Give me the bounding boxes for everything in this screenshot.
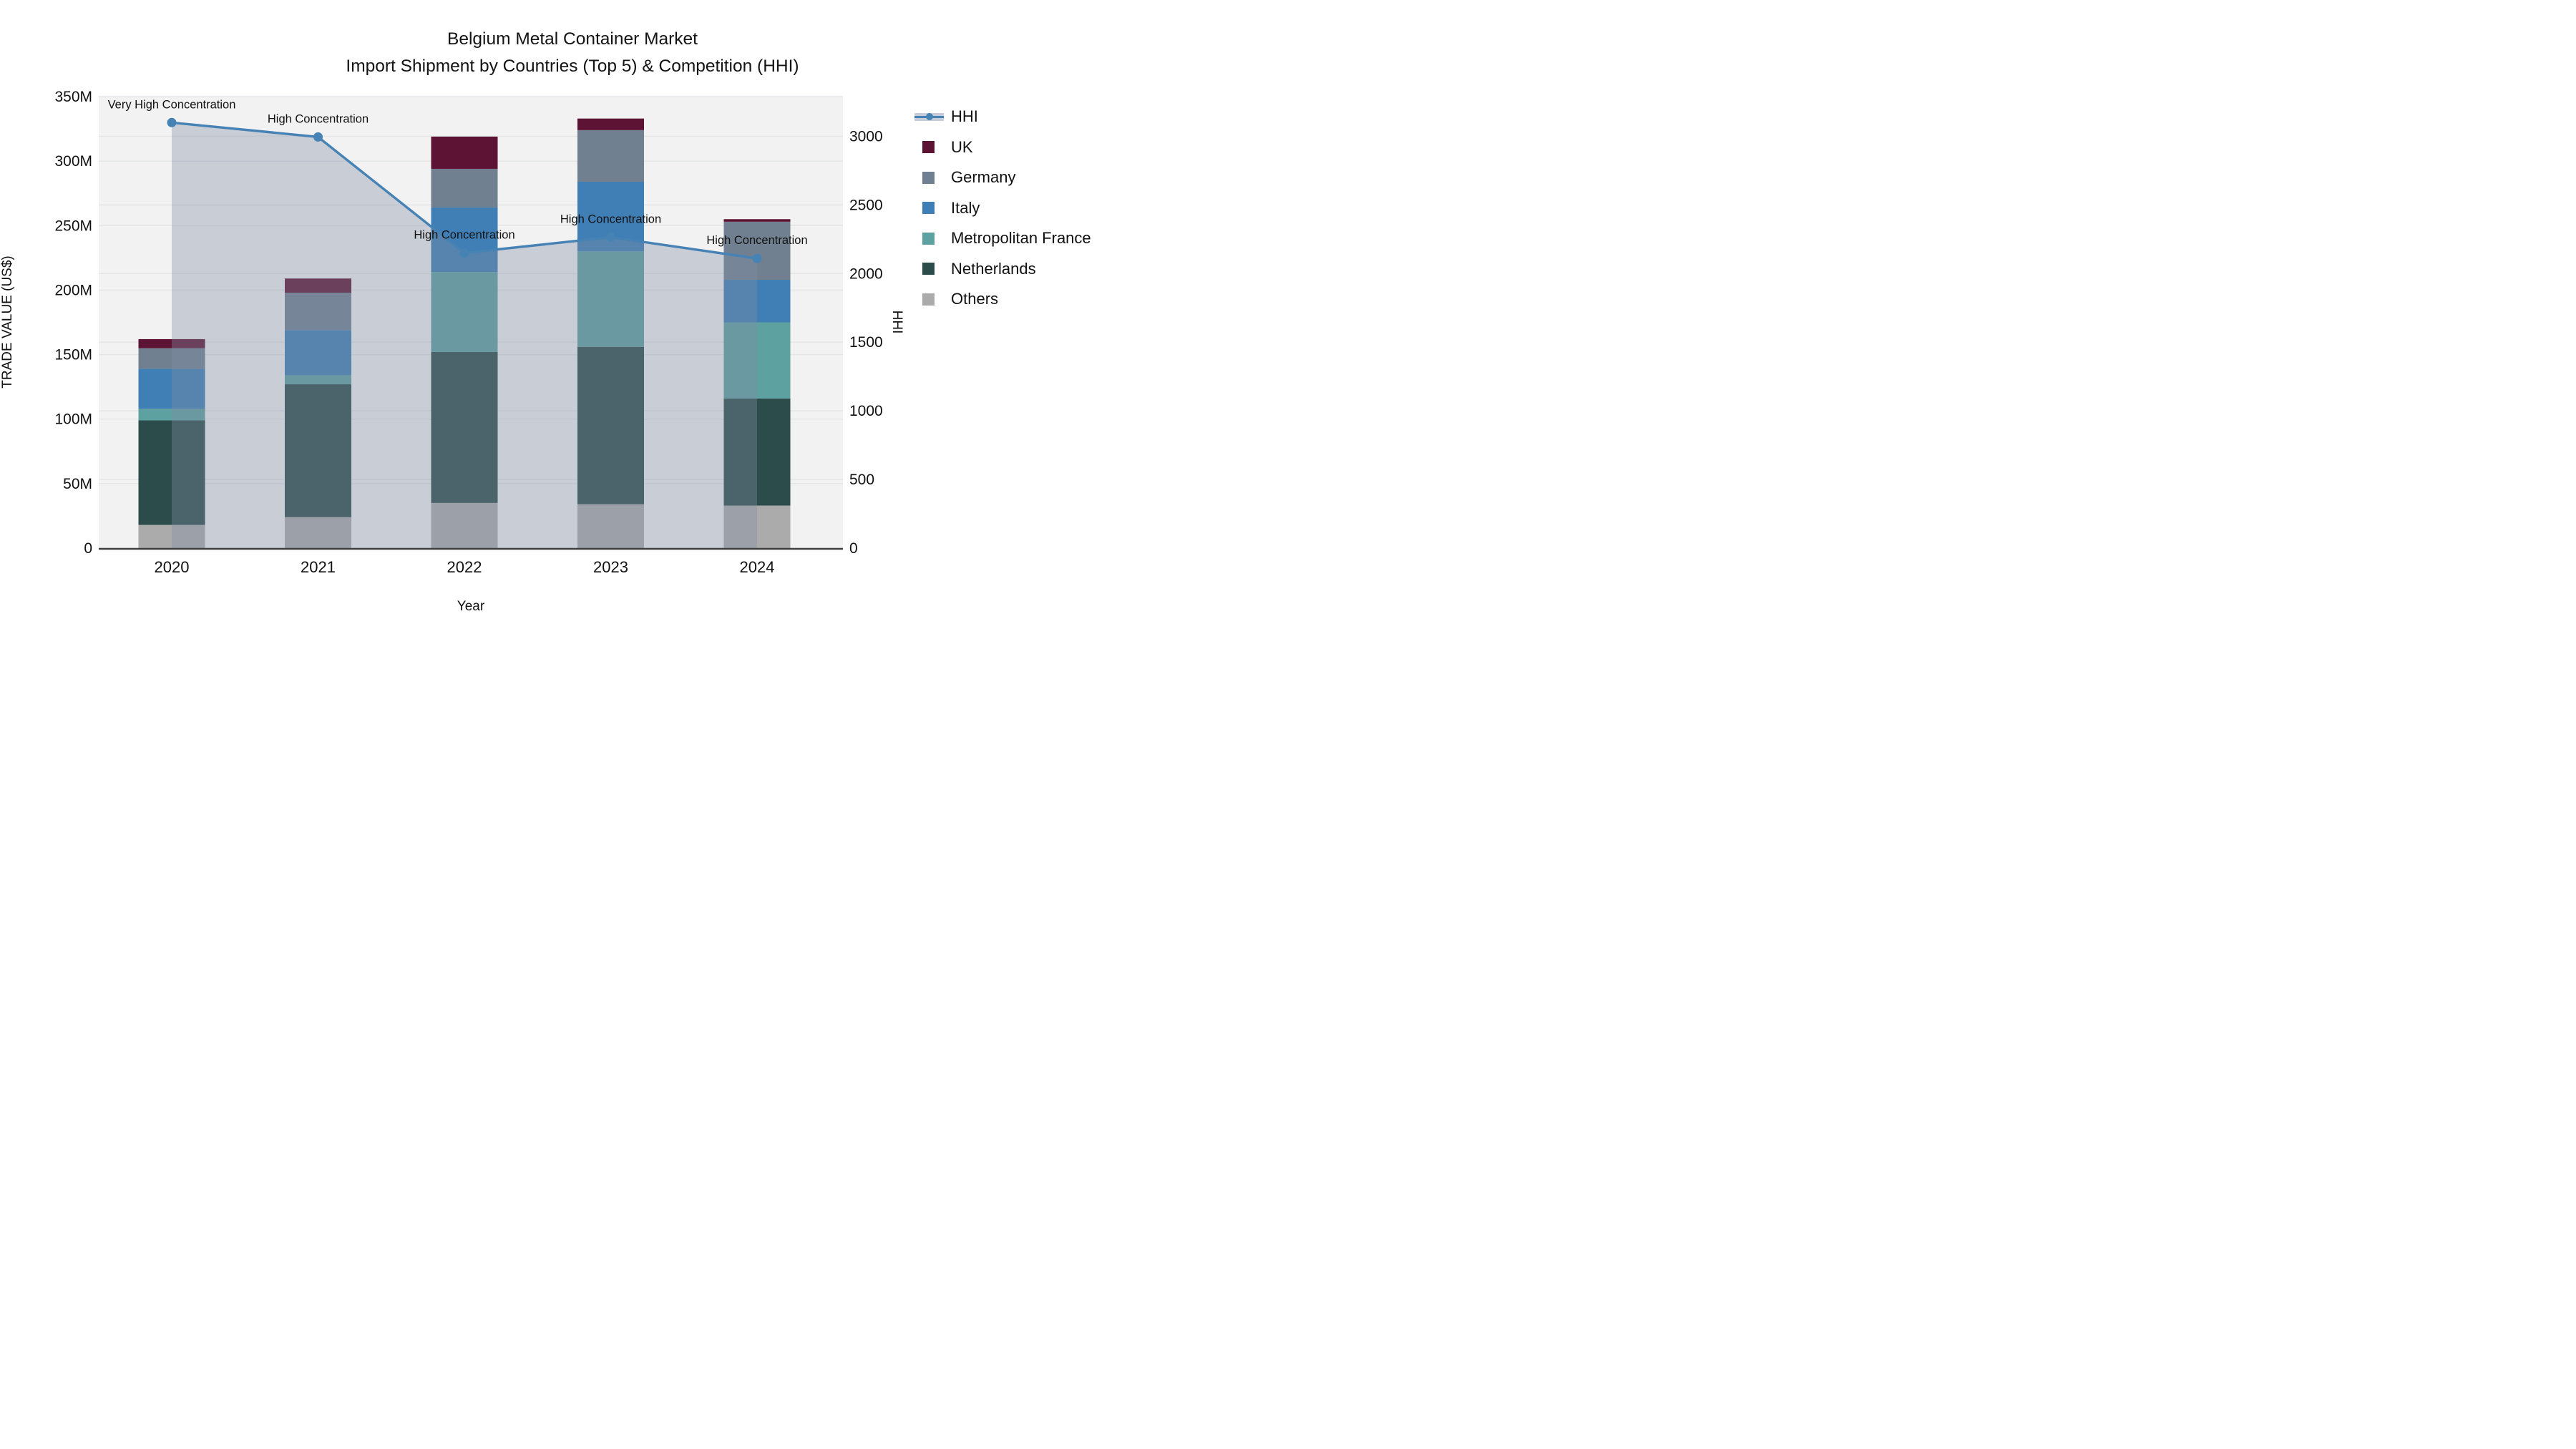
bar-segment-2024-netherlands[interactable]	[723, 398, 791, 506]
hhi-area-fill	[172, 122, 757, 549]
legend-item-hhi[interactable]: HHI	[914, 102, 1091, 132]
bar-segment-2023-netherlands[interactable]	[577, 346, 644, 504]
legend-item-netherlands[interactable]: Netherlands	[914, 254, 1091, 285]
bar-segment-2020-uk[interactable]	[138, 338, 205, 348]
bar-segment-2020-netherlands[interactable]	[138, 420, 205, 525]
bar-segment-2024-italy[interactable]	[723, 280, 791, 323]
legend-label: Germany	[951, 168, 1016, 187]
y-right-tick-2500: 2500	[849, 197, 883, 213]
bar-segment-2020-italy[interactable]	[138, 369, 205, 409]
chart-title-line1: Belgium Metal Container Market	[447, 29, 698, 49]
y-right-tick-0: 0	[849, 540, 858, 557]
x-tick-2021: 2021	[301, 558, 336, 576]
legend-item-germany[interactable]: Germany	[914, 162, 1091, 193]
y-left-tick-250M: 250M	[54, 218, 92, 234]
legend-item-others[interactable]: Others	[914, 284, 1091, 315]
germany-swatch-icon	[914, 171, 944, 184]
y-right-axis-title: HHI	[889, 311, 904, 334]
bar-segment-2022-uk[interactable]	[431, 136, 498, 169]
y-right-tick-500: 500	[849, 472, 874, 488]
bar-segment-2023-uk[interactable]	[577, 118, 644, 130]
plot-svg: Very High Concentration High Concentratio…	[0, 89, 904, 614]
bar-segment-2021-others[interactable]	[285, 517, 351, 548]
bar-segment-2021-germany[interactable]	[285, 293, 351, 331]
legend-item-metropolitan-france[interactable]: Metropolitan France	[914, 223, 1091, 254]
bar-segment-2022-metropolitan-france[interactable]	[431, 272, 498, 352]
chart-title: Belgium Metal Container Market Import Sh…	[0, 26, 1145, 80]
legend-item-italy[interactable]: Italy	[914, 193, 1091, 224]
legend-label: UK	[951, 137, 973, 156]
x-tick-2023: 2023	[593, 558, 628, 576]
annotation-2023: High Concentration	[560, 213, 661, 226]
hhi-marker-2023[interactable]	[606, 233, 615, 242]
italy-swatch-icon	[914, 202, 944, 215]
bar-segment-2024-uk[interactable]	[723, 219, 791, 222]
y-left-tick-100M: 100M	[54, 411, 92, 428]
bar-segment-2021-uk[interactable]	[285, 278, 351, 293]
bar-segment-2020-germany[interactable]	[138, 348, 205, 369]
chart-figure: Belgium Metal Container Market Import Sh…	[0, 0, 1145, 644]
legend-label: Netherlands	[951, 259, 1036, 278]
legend-label: Metropolitan France	[951, 229, 1091, 248]
x-tick-2022: 2022	[447, 558, 482, 576]
y-right-tick-2000: 2000	[849, 265, 883, 282]
y-right-tick-1500: 1500	[849, 334, 883, 351]
y-left-tick-150M: 150M	[54, 347, 92, 364]
bar-segment-2024-metropolitan-france[interactable]	[723, 322, 791, 399]
bar-segment-2021-metropolitan-france[interactable]	[285, 375, 351, 385]
y-left-tick-50M: 50M	[63, 476, 92, 492]
bar-segment-2022-others[interactable]	[431, 502, 498, 548]
annotation-2021: High Concentration	[268, 112, 369, 125]
annotation-2024: High Concentration	[706, 234, 807, 247]
y-left-axis-title: TRADE VALUE (US$)	[0, 255, 15, 388]
y-right-tick-3000: 3000	[849, 128, 883, 145]
x-tick-2024: 2024	[740, 558, 775, 576]
hhi-marker-2022[interactable]	[459, 248, 469, 258]
bar-segment-2023-germany[interactable]	[577, 130, 644, 182]
legend-label: HHI	[951, 107, 978, 126]
legend-item-uk[interactable]: UK	[914, 132, 1091, 163]
annotation-2020: Very High Concentration	[108, 98, 236, 111]
bar-segment-2022-netherlands[interactable]	[431, 351, 498, 503]
annotation-2022: High Concentration	[414, 229, 514, 242]
y-left-tick-200M: 200M	[54, 282, 92, 298]
bar-segment-2021-netherlands[interactable]	[285, 384, 351, 517]
hhi-marker-2021[interactable]	[313, 132, 323, 142]
y-left-tick-300M: 300M	[54, 153, 92, 170]
hhi-marker-2020[interactable]	[167, 117, 177, 127]
bar-segment-2022-italy[interactable]	[431, 208, 498, 273]
legend: HHI UK Germany Italy Metropolitan France Neth…	[914, 102, 1091, 315]
hhi-marker-2024[interactable]	[752, 253, 762, 263]
chart-title-line2: Import Shipment by Countries (Top 5) & C…	[346, 57, 799, 76]
uk-swatch-icon	[914, 141, 944, 154]
y-left-tick-350M: 350M	[54, 89, 92, 105]
bar-segment-2022-germany[interactable]	[431, 168, 498, 208]
netherlands-swatch-icon	[914, 263, 944, 275]
others-swatch-icon	[914, 293, 944, 306]
bar-segment-2024-germany[interactable]	[723, 221, 791, 280]
bar-segment-2020-others[interactable]	[138, 525, 205, 548]
y-left-tick-0: 0	[84, 540, 92, 557]
metropolitan-france-swatch-icon	[914, 232, 944, 245]
bar-segment-2023-metropolitan-france[interactable]	[577, 251, 644, 347]
legend-label: Others	[951, 290, 999, 308]
x-tick-2020: 2020	[155, 558, 190, 576]
y-right-tick-1000: 1000	[849, 403, 883, 419]
hhi-line-swatch-icon	[914, 112, 944, 121]
x-axis-title: Year	[457, 599, 485, 614]
legend-label: Italy	[951, 198, 980, 217]
bar-segment-2024-others[interactable]	[723, 505, 791, 548]
bar-segment-2020-metropolitan-france[interactable]	[138, 409, 205, 421]
bar-segment-2021-italy[interactable]	[285, 330, 351, 376]
bar-segment-2023-others[interactable]	[577, 504, 644, 548]
